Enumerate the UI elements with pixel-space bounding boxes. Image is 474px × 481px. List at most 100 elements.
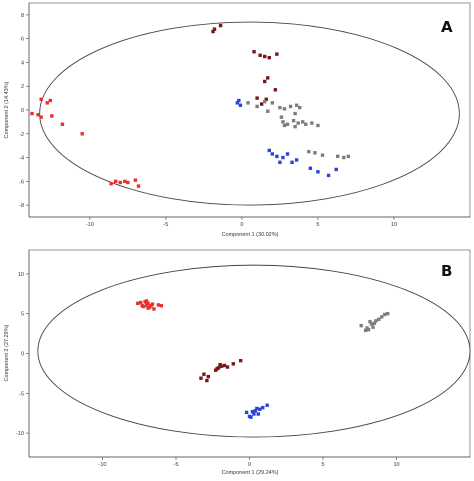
panel-a-y-tick-label: 6 [21,37,24,43]
panel-a-point-group-3 [297,105,302,110]
panel-b-point-group-3 [255,406,259,411]
panel-b-point-group-2 [222,363,227,368]
panel-a-confidence-ellipse [39,21,460,206]
panel-b-x-tick-label: -10 [99,462,107,468]
panel-a-point-group-2 [211,29,215,34]
panel-a-point-group-1 [80,132,84,136]
panel-a-x-tick-label: 0 [240,222,243,228]
panel-a-point-group-3 [282,123,287,128]
panel-b-point-group-1 [141,304,146,309]
panel-a-point-group-4 [308,166,313,170]
panel-a-point-group-1 [50,114,54,118]
panel-b-points [136,299,390,419]
panel-a-point-group-3 [296,121,300,125]
panel-a-point-group-2 [263,79,267,84]
panel-b-point-group-3 [252,412,256,416]
panel-a-points [30,23,351,188]
panel-a-point-group-3 [301,120,305,124]
panel-b-ticks: -10 -5 0 5 10 -10 -5 0 5 10 [16,272,400,468]
panel-a-point-group-4 [278,160,282,165]
panel-a-point-group-2 [267,55,271,60]
panel-a-point-group-3 [336,154,340,159]
panel-b-point-group-2 [231,362,236,366]
panel-a-y-axis-title: Component 2 (14.43%) [4,81,10,138]
panel-a-point-group-4 [294,158,299,162]
panel-a-point-group-1 [118,180,122,185]
panel-a-point-group-3 [346,154,351,159]
panel-a-point-group-1 [48,98,52,103]
panel-b-point-group-2 [238,358,243,363]
panel-b-point-group-4 [380,315,384,319]
panel-b-point-group-2 [205,378,209,383]
panel-b-confidence-ellipse [37,264,471,438]
panel-a-point-group-2 [266,76,270,80]
panel-a-point-group-3 [246,101,250,105]
panel-b-point-group-4 [371,325,375,329]
panel-b-point-group-4 [372,321,377,325]
panel-b-point-group-1 [152,307,156,311]
panel-a-point-group-4 [334,167,338,172]
panel-a-point-group-3 [285,122,290,126]
panel-a-point-group-1 [113,179,118,184]
panel-a-point-group-3 [270,101,275,105]
panel-a-point-group-3 [281,120,285,124]
panel-b-point-group-3 [253,409,258,413]
panel-a-point-group-1 [39,97,43,101]
panel-a-x-tick-label: -5 [163,222,168,228]
panel-a-point-group-2 [255,96,259,100]
panel-a-point-group-4 [270,152,275,156]
panel-a-point-group-1 [109,182,113,186]
panel-b-y-tick-label: 5 [21,312,24,318]
panel-a-y-tick-label: -2 [19,132,24,138]
panel-b-x-axis-title: Component 1 (29.24%) [222,470,279,476]
panel-a-point-group-3 [263,99,267,104]
panel-a-y-tick-label: -6 [19,179,24,185]
panel-a-point-group-3 [255,104,259,109]
panel-b-point-group-3 [256,412,261,416]
panel-a-point-group-1 [30,111,34,116]
panel-b-point-group-4 [366,327,371,332]
panel-b-point-group-3 [265,403,269,407]
panel-b-point-group-2 [202,372,206,376]
panel-b-point-group-3 [244,410,249,415]
panel-b-point-group-2 [219,364,224,368]
panel-a-point-group-2 [259,102,264,106]
panel-a-label: A [441,18,453,36]
panel-a-point-group-4 [235,101,240,105]
panel-b: -10 -5 0 5 10 -10 -5 0 5 10 B Component 1 (29.24%… [4,249,471,476]
panel-b-point-group-4 [363,328,368,333]
panel-b-point-group-1 [136,301,140,306]
panel-a-y-tick-label: 2 [21,84,24,90]
panel-b-frame [28,249,471,458]
panel-a-point-group-1 [123,179,127,184]
panel-a-x-tick-label: 5 [316,222,319,228]
panel-a-ticks: -10 -5 0 5 10 -8 -6 -4 -2 0 2 4 6 8 [19,13,397,228]
panel-a-point-group-2 [258,53,262,58]
panel-a-point-group-1 [39,115,43,119]
panel-b-x-tick-label: 10 [393,462,399,468]
panel-b-x-tick-label: 5 [321,462,324,468]
panel-b-y-tick-label: -5 [19,391,24,397]
panel-b-point-group-1 [149,304,153,308]
panel-b-point-group-1 [159,304,163,308]
panel-a-x-tick-label: -10 [86,222,94,228]
panel-b-point-group-3 [258,407,262,411]
panel-b-point-group-1 [146,306,150,310]
panel-a-point-group-4 [238,103,243,107]
panel-a-point-group-4 [275,154,279,159]
panel-a-point-group-1 [136,184,141,188]
panel-b-x-tick-label: -5 [174,462,179,468]
panel-b-y-tick-label: -10 [16,431,24,437]
panel-a-point-group-3 [307,149,311,154]
panel-a-point-group-3 [316,123,320,128]
panel-b-point-group-4 [369,322,374,326]
panel-b-x-tick-label: 0 [248,462,251,468]
panel-b-point-group-2 [206,374,211,379]
panel-b-y-tick-label: 0 [21,352,24,358]
panel-a-point-group-3 [342,155,346,160]
panel-a-point-group-4 [267,148,271,153]
panel-a-point-group-2 [218,23,223,28]
panel-b-point-group-3 [249,415,253,419]
